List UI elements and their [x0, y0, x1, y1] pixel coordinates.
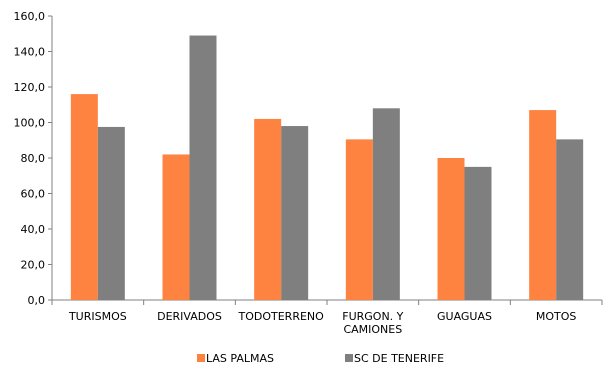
x-tick-labels: TURISMOS DERIVADOS TODOTERRENO FURGON. Y CAM… [68, 310, 576, 336]
bar-las-palmas [345, 139, 373, 300]
y-tick-label: 40,0 [21, 223, 46, 236]
bar-las-palmas [437, 158, 465, 300]
y-tick-label: 0,0 [28, 294, 46, 307]
bar-sc-de-tenerife [372, 108, 400, 300]
y-tick-label: 140,0 [14, 46, 46, 59]
y-tick-labels: 0,0 20,0 40,0 60,0 80,0 100,0 120,0 140,0 160,0 [14, 10, 46, 307]
bars [70, 35, 584, 301]
axes [48, 15, 603, 305]
y-tick-label: 80,0 [21, 152, 46, 165]
legend-label: SC DE TENERIFE [354, 352, 444, 365]
bar-sc-de-tenerife [281, 126, 309, 300]
bar-las-palmas [70, 94, 98, 300]
legend: LAS PALMAS SC DE TENERIFE [197, 352, 444, 365]
y-tick-label: 60,0 [21, 188, 46, 201]
bar-sc-de-tenerife [189, 35, 217, 301]
bar-sc-de-tenerife [464, 166, 492, 300]
x-tick-label: DERIVADOS [157, 310, 222, 323]
x-tick-label: TODOTERRENO [238, 310, 325, 323]
x-tick-label: TURISMOS [68, 310, 127, 323]
x-tick-label: MOTOS [536, 310, 577, 323]
y-tick-label: 160,0 [14, 10, 46, 23]
y-tick-label: 100,0 [14, 117, 46, 130]
bar-las-palmas [529, 110, 557, 300]
x-tick-label: FURGON. Y CAMIONES [342, 310, 403, 336]
legend-swatch [345, 354, 353, 362]
bar-las-palmas [254, 118, 282, 300]
y-tick-label: 120,0 [14, 81, 46, 94]
bar-sc-de-tenerife [97, 126, 125, 300]
x-tick-label: GUAGUAS [437, 310, 492, 323]
y-tick-label: 20,0 [21, 259, 46, 272]
legend-swatch [197, 354, 205, 362]
bar-las-palmas [162, 154, 190, 300]
legend-label: LAS PALMAS [206, 352, 274, 365]
bar-sc-de-tenerife [556, 139, 584, 300]
